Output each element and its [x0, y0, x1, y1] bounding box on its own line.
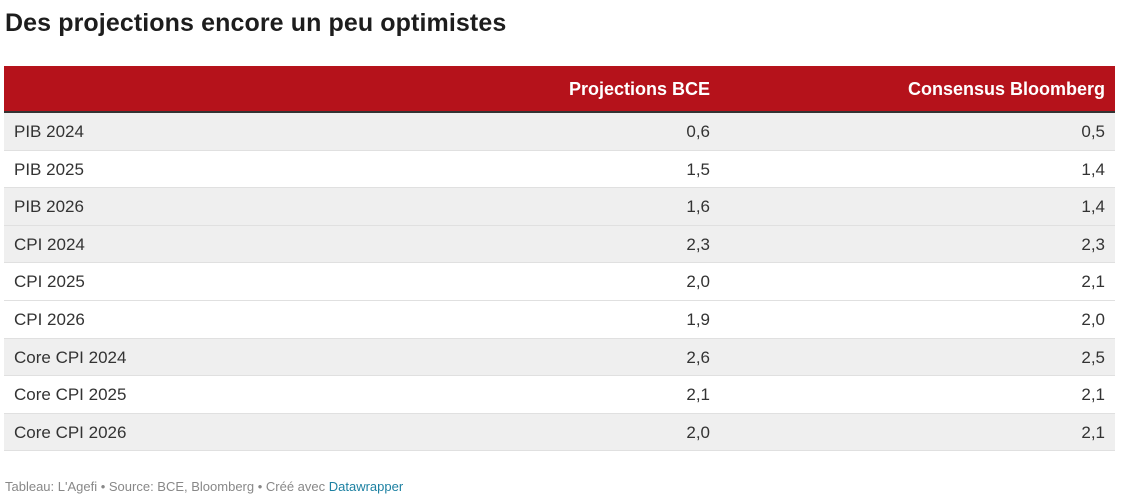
row-label: PIB 2025 — [14, 159, 84, 179]
table-title: Des projections encore un peu optimistes — [5, 9, 507, 37]
table-row: Core CPI 2024 2,6 2,5 — [4, 338, 1115, 377]
row-label: PIB 2024 — [14, 122, 84, 141]
bloomberg-value: 2,3 — [1081, 234, 1105, 254]
ecb-value: 2,6 — [686, 347, 710, 367]
table-header-row: Projections BCE Consensus Bloomberg — [4, 66, 1115, 113]
bloomberg-value: 2,0 — [1081, 309, 1105, 329]
table-footer: Tableau: L'Agefi • Source: BCE, Bloomber… — [5, 479, 403, 495]
bloomberg-value: 2,1 — [1081, 385, 1105, 405]
footer-credit: Tableau: L'Agefi • Source: BCE, Bloomber… — [5, 479, 329, 494]
row-label: Core CPI 2026 — [14, 422, 127, 442]
table-row: CPI 2025 2,0 2,1 — [4, 263, 1115, 301]
header-projections-bce: Projections BCE — [568, 79, 710, 99]
table-row: Core CPI 2025 2,1 2,1 — [4, 376, 1115, 414]
ecb-value: 1,6 — [686, 197, 710, 217]
bloomberg-value: 1,4 — [1081, 197, 1105, 217]
ecb-value: 1,5 — [686, 159, 710, 179]
ecb-value: 2,0 — [686, 422, 710, 442]
table-row: CPI 2024 2,3 2,3 — [4, 225, 1115, 264]
ecb-value: 2,0 — [686, 272, 710, 292]
header-consensus-bloomberg: Consensus Bloomberg — [907, 79, 1105, 99]
row-label: PIB 2026 — [14, 197, 84, 217]
row-label: Core CPI 2024 — [14, 347, 127, 367]
row-label: CPI 2026 — [14, 309, 85, 329]
bloomberg-value: 2,5 — [1081, 347, 1105, 367]
row-label: CPI 2025 — [14, 272, 85, 292]
bloomberg-value: 0,5 — [1081, 122, 1105, 141]
row-label: Core CPI 2025 — [14, 385, 127, 405]
ecb-value: 2,3 — [686, 234, 710, 254]
ecb-value: 1,9 — [686, 309, 710, 329]
table-row: PIB 2026 1,6 1,4 — [4, 188, 1115, 226]
table-row: PIB 2025 1,5 1,4 — [4, 150, 1115, 189]
table-row: CPI 2026 1,9 2,0 — [4, 300, 1115, 339]
bloomberg-value: 2,1 — [1081, 422, 1105, 442]
ecb-value: 0,6 — [686, 122, 710, 141]
ecb-value: 2,1 — [686, 385, 710, 405]
row-label: CPI 2024 — [14, 234, 85, 254]
data-table: Projections BCE Consensus Bloomberg PIB … — [4, 66, 1115, 452]
table-row: PIB 2024 0,6 0,5 — [4, 113, 1115, 151]
bloomberg-value: 2,1 — [1081, 272, 1105, 292]
bloomberg-value: 1,4 — [1081, 159, 1105, 179]
table-row: Core CPI 2026 2,0 2,1 — [4, 413, 1115, 452]
datawrapper-link[interactable]: Datawrapper — [328, 479, 404, 494]
